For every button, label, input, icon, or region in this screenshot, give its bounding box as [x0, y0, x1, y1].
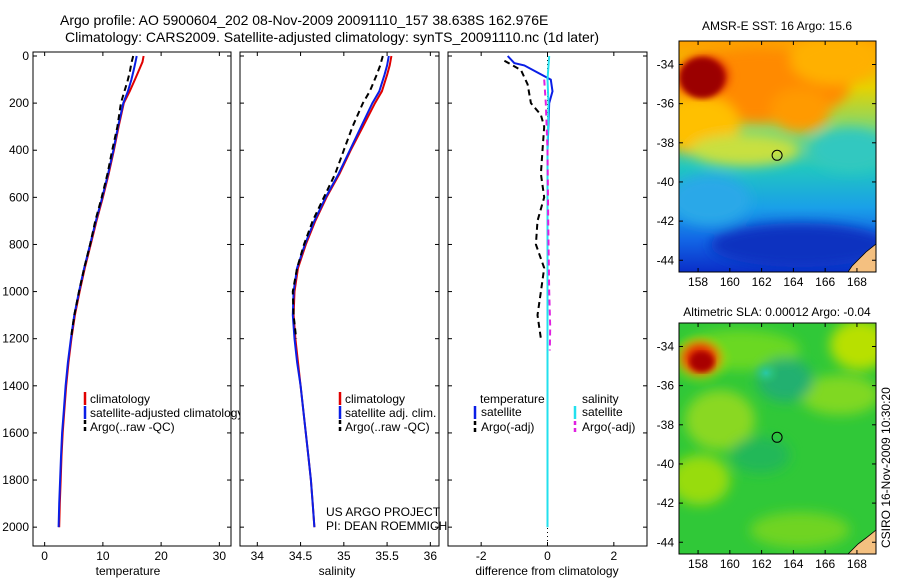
map-x-tick-label: 168 — [847, 557, 867, 571]
x-tick-label: 0 — [544, 549, 551, 563]
legend-header-temperature: temperature — [480, 392, 545, 406]
y-tick-label: 600 — [9, 190, 29, 204]
map-y-tick-label: -42 — [657, 496, 675, 510]
map-x-tick-label: 166 — [815, 557, 835, 571]
sla-argo-position-marker — [771, 431, 783, 443]
legend-label-sal-argo: Argo(-adj) — [582, 420, 635, 434]
series-line-temperature-argo-adj — [503, 59, 546, 339]
x-tick-label: 36 — [424, 549, 438, 563]
x-tick-label: -2 — [476, 549, 487, 563]
map-x-tick-label: 162 — [752, 275, 772, 289]
y-tick-label: 1400 — [2, 379, 29, 393]
difference-legend: temperature satellite Argo(-adj) salinit… — [473, 392, 635, 434]
project-annotation-line1: US ARGO PROJECT — [326, 505, 441, 519]
map-x-tick-label: 158 — [688, 275, 708, 289]
salinity-axes-frame — [239, 51, 440, 547]
sla-land-patch — [847, 529, 876, 554]
y-tick-label: 800 — [9, 237, 29, 251]
legend-label-argo: Argo(..raw -QC) — [90, 420, 175, 434]
x-tick-label: 20 — [154, 549, 168, 563]
x-tick-label: 2 — [610, 549, 617, 563]
map-y-tick-label: -34 — [657, 57, 675, 71]
temperature-axes-frame — [32, 51, 232, 547]
legend-label-temp-argo: Argo(-adj) — [481, 420, 534, 434]
map-y-tick-label: -36 — [657, 379, 675, 393]
sst-map-title: AMSR-E SST: 16 Argo: 15.6 — [702, 19, 852, 33]
project-annotation-line2: PI: DEAN ROEMMICH — [326, 519, 447, 533]
legend-label-sal-satellite: satellite — [582, 405, 623, 419]
y-tick-label: 1000 — [2, 285, 29, 299]
x-tick-label: 34 — [251, 549, 265, 563]
map-x-tick-label: 164 — [783, 557, 803, 571]
legend-label-climatology: climatology — [90, 392, 150, 406]
temperature-legend: climatology satellite-adjusted climatolo… — [83, 392, 243, 434]
series-line-argo-raw-qc — [69, 55, 135, 339]
sst-map-panel: AMSR-E SST: 16 Argo: 15.6 158 160 162 164 16… — [657, 19, 877, 289]
x-tick-label: 34.5 — [289, 549, 313, 563]
credit-footer: CSIRO 16-Nov-2009 10:30:20 — [879, 387, 893, 548]
sst-heatmap-field — [679, 41, 876, 272]
map-x-tick-label: 160 — [720, 557, 740, 571]
sla-heatmap-field — [679, 323, 876, 554]
salinity-panel: 34 34.5 35 35.5 36 salinity climatology sate… — [239, 51, 447, 578]
map-x-tick-label: 162 — [752, 557, 772, 571]
sla-map-panel: Altimetric SLA: 0.00012 Argo: -0.04 158 1… — [657, 305, 877, 571]
map-x-tick-label: 164 — [783, 275, 803, 289]
difference-xlabel: difference from climatology — [475, 564, 618, 578]
legend-label-argo: Argo(..raw -QC) — [345, 420, 430, 434]
y-tick-label: 200 — [9, 96, 29, 110]
map-y-tick-label: -44 — [657, 253, 675, 267]
sst-land-patch — [847, 243, 876, 272]
series-line-argo-raw-qc — [291, 55, 384, 339]
salinity-legend: climatology satellite adj. clim. Argo(..… — [338, 392, 436, 434]
salinity-xlabel: salinity — [319, 564, 356, 578]
sla-map-frame — [678, 322, 877, 555]
map-y-tick-label: -44 — [657, 535, 675, 549]
map-y-tick-label: -38 — [657, 418, 675, 432]
map-y-tick-label: -38 — [657, 136, 675, 150]
figure-title-line2: Climatology: CARS2009. Satellite-adjuste… — [65, 29, 599, 45]
temperature-panel: 0 10 20 30 0 200 400 600 800 1000 1200 1400 1600 1800… — [2, 49, 243, 578]
map-x-tick-label: 166 — [815, 275, 835, 289]
x-tick-label: 35.5 — [375, 549, 399, 563]
y-tick-label: 400 — [9, 143, 29, 157]
legend-label-satellite: satellite adj. clim. — [345, 406, 436, 420]
x-tick-label: 30 — [213, 549, 227, 563]
y-tick-label: 1800 — [2, 473, 29, 487]
legend-label-satellite: satellite-adjusted climatology — [90, 406, 243, 420]
y-tick-label: 2000 — [2, 520, 29, 534]
y-tick-label: 1200 — [2, 332, 29, 346]
map-y-tick-label: -36 — [657, 97, 675, 111]
series-line-salinity-argo-adj — [543, 79, 552, 351]
difference-panel: -2 0 2 difference from climatology tempera… — [447, 51, 648, 578]
y-tick-label: 0 — [22, 49, 29, 63]
legend-label-temp-satellite: satellite — [481, 405, 522, 419]
map-y-tick-label: -40 — [657, 457, 675, 471]
sst-argo-position-marker — [771, 149, 783, 161]
legend-label-climatology: climatology — [345, 392, 405, 406]
map-y-tick-label: -34 — [657, 339, 675, 353]
figure-title-line1: Argo profile: AO 5900604_202 08-Nov-2009… — [60, 12, 548, 28]
series-line-satellite-adj-clim — [291, 55, 390, 528]
x-tick-label: 0 — [41, 549, 48, 563]
x-tick-label: 35 — [337, 549, 351, 563]
sst-map-frame — [678, 40, 877, 273]
y-tick-label: 1600 — [2, 426, 29, 440]
map-x-tick-label: 168 — [847, 275, 867, 289]
map-x-tick-label: 160 — [720, 275, 740, 289]
legend-header-salinity: salinity — [582, 392, 619, 406]
sla-map-title: Altimetric SLA: 0.00012 Argo: -0.04 — [683, 305, 871, 319]
x-tick-label: 10 — [96, 549, 110, 563]
map-x-tick-label: 158 — [688, 557, 708, 571]
map-y-tick-label: -40 — [657, 175, 675, 189]
temperature-xlabel: temperature — [96, 564, 161, 578]
map-y-tick-label: -42 — [657, 214, 675, 228]
